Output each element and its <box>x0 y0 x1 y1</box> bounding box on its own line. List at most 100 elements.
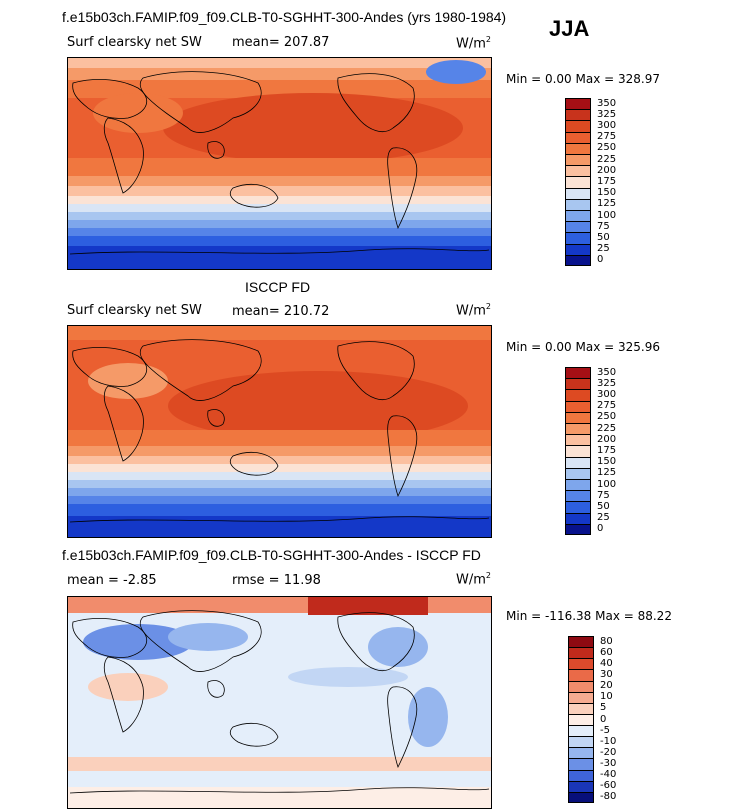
colorbar-tick-label: -80 <box>600 791 617 803</box>
colorbar-swatch <box>568 713 594 726</box>
colorbar-tick-label: 0 <box>600 713 607 725</box>
colorbar-swatch <box>565 154 591 166</box>
colorbar-swatch <box>565 411 591 423</box>
colorbar-tick-label: 80 <box>600 635 613 647</box>
colorbar-tick-label: -5 <box>600 724 610 736</box>
panel-1-band-s4 <box>68 196 491 204</box>
panel-2-band-s3 <box>68 456 491 464</box>
panel-1-colorbar: 350 325 300 275 250 225 200 175 150 125 100 75 50 25 0 <box>565 98 625 266</box>
panel-1-band-s5 <box>68 204 491 212</box>
colorbar-tick-label: 25 <box>597 243 610 255</box>
panel-2-band-s1 <box>68 430 491 446</box>
panel-1-band-s1 <box>68 158 491 176</box>
panel-3-arctic-max <box>308 597 428 615</box>
colorbar-swatch <box>568 758 594 770</box>
colorbar-swatch <box>565 176 591 188</box>
panel-1-sahara <box>93 93 183 133</box>
colorbar-swatch <box>565 445 591 457</box>
colorbar-swatch <box>565 243 591 255</box>
colorbar-tick-label: 75 <box>597 489 610 501</box>
colorbar-tick-label: 275 <box>597 131 617 143</box>
colorbar-swatch <box>568 669 594 681</box>
colorbar-tick-label: 225 <box>597 422 617 434</box>
panel-3-indian-pos <box>88 673 168 701</box>
panel-2-band-s4 <box>68 464 491 472</box>
panel-1-band-s8 <box>68 228 491 236</box>
panel-2-band-s8 <box>68 496 491 504</box>
colorbar-swatch <box>565 254 591 266</box>
colorbar-tick-label: 50 <box>597 501 610 512</box>
colorbar-tick-label: 0 <box>597 523 604 535</box>
colorbar-tick-label: 325 <box>597 108 617 120</box>
colorbar-swatch <box>565 210 591 222</box>
colorbar-tick-label: 10 <box>600 691 613 703</box>
colorbar-frame <box>568 636 594 803</box>
panel-1-band-s2 <box>68 176 491 186</box>
colorbar-swatch <box>568 725 594 737</box>
colorbar-swatch <box>565 120 591 132</box>
colorbar-swatch <box>565 434 591 446</box>
panel-1-band-s7 <box>68 220 491 228</box>
colorbar-frame <box>565 367 591 535</box>
season-label: JJA <box>549 16 590 41</box>
colorbar-tick-label: 250 <box>597 411 617 423</box>
panel-1-greenland <box>426 60 486 84</box>
panel-2-title: ISCCP FD <box>245 279 311 295</box>
colorbar-swatch <box>565 501 591 513</box>
colorbar-tick-label: 100 <box>597 209 617 221</box>
panel-1-band-s3 <box>68 186 491 196</box>
panel-1-band-nmid <box>68 80 491 98</box>
colorbar-tick-label: 350 <box>597 97 617 109</box>
panel-1-minmax: Min = 0.00 Max = 328.97 <box>506 72 660 86</box>
panel-3-mean: mean = -2.85 <box>67 573 157 588</box>
colorbar-tick-label: 100 <box>597 478 617 490</box>
panel-1-band-antarctic <box>68 246 491 269</box>
colorbar-tick-label: 20 <box>600 680 613 692</box>
colorbar-tick-label: 300 <box>597 389 617 400</box>
panel-1-units: W/m2 <box>456 35 491 52</box>
colorbar-swatch <box>565 109 591 121</box>
colorbar-swatch <box>568 647 594 659</box>
panel-2-units: W/m2 <box>456 302 491 319</box>
panel-2-band-s6 <box>68 480 491 488</box>
colorbar-swatch <box>568 680 594 692</box>
colorbar-swatch <box>568 780 594 792</box>
panel-3-rmse: rmse = 11.98 <box>232 573 321 588</box>
panel-2-sahara <box>88 363 168 399</box>
panel-2-coastlines <box>69 339 490 523</box>
colorbar-swatch <box>565 165 591 177</box>
colorbar-tick-label: 125 <box>597 198 617 210</box>
colorbar-tick-label: 275 <box>597 400 617 412</box>
colorbar-tick-label: 5 <box>600 702 607 714</box>
colorbar-swatch <box>565 423 591 435</box>
panel-1-map <box>67 57 492 270</box>
colorbar-tick-label: 50 <box>597 232 610 243</box>
colorbar-tick-label: -20 <box>600 746 617 758</box>
panel-1-coastlines <box>69 71 490 255</box>
colorbar-swatch <box>565 490 591 502</box>
panel-2-band-antarctic <box>68 516 491 537</box>
panel-3-coastlines <box>69 610 490 794</box>
colorbar-swatch <box>565 187 591 199</box>
panel-1-pacific-max <box>163 93 463 163</box>
colorbar-tick-label: 200 <box>597 433 617 445</box>
colorbar-tick-label: -10 <box>600 735 617 747</box>
panel-3-band-southern <box>68 757 491 771</box>
colorbar-swatch <box>565 456 591 468</box>
panel-2-map <box>67 325 492 538</box>
colorbar-swatch <box>568 769 594 781</box>
colorbar-tick-label: 175 <box>597 445 617 456</box>
colorbar-swatch <box>565 523 591 535</box>
panel-1-map-field <box>68 58 491 269</box>
panel-2-band-north <box>68 326 491 340</box>
colorbar-swatch <box>565 467 591 479</box>
panel-3-units: W/m2 <box>456 571 491 588</box>
panel-2-band-s5 <box>68 472 491 480</box>
panel-2-band-s7 <box>68 488 491 496</box>
colorbar-tick-label: -30 <box>600 758 617 770</box>
panel-2-band-s9 <box>68 504 491 516</box>
colorbar-swatch <box>565 479 591 491</box>
colorbar-tick-label: 225 <box>597 153 617 165</box>
colorbar-swatch <box>565 400 591 412</box>
colorbar-swatch <box>568 736 594 748</box>
